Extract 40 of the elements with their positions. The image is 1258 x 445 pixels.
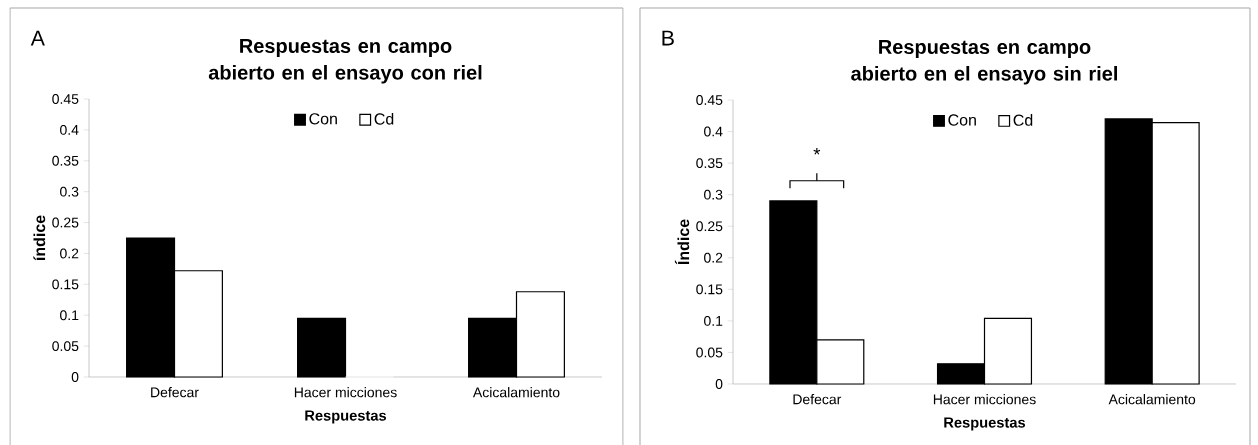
y-tick-label: 0.3 [60,186,79,197]
y-tick-label: 0 [71,372,79,382]
legend-label: Con [948,114,976,126]
y-tick-label: 0.2 [60,248,79,259]
y-tick-label: 0.35 [696,158,723,169]
y-tick-label: 0.05 [52,341,79,352]
y-axis-title: índice [33,215,46,261]
y-tick-label: 0.35 [52,155,79,166]
y-tick-label: 0.15 [696,284,723,295]
y-tick-label: 0.45 [696,95,723,105]
x-tick-label: Hacer micciones [294,387,397,398]
y-tick-label: 0.25 [52,217,79,228]
legend-label: Cd [1013,114,1033,126]
x-axis-title: Respuestas [944,417,1026,431]
annotation: * [813,148,821,155]
chart-title: Respuestas en campo abierto en el ensayo con riel [208,39,482,84]
y-tick-label: 0.3 [704,189,723,200]
bar [297,317,347,378]
x-axis-title: Respuestas [305,410,387,424]
x-tick-label: Acicalamiento [472,387,560,398]
y-axis-title: Índice [674,219,690,265]
legend-label: Con [309,113,337,125]
y-tick-label: 0.1 [704,315,723,326]
y-tick-label: 0.25 [696,221,723,232]
y-tick-label: 0.45 [52,94,79,104]
y-tick-label: 0.4 [60,124,79,135]
y-tick-label: 0 [715,379,723,389]
y-tick-label: 0.05 [696,347,723,358]
y-tick-label: 0.15 [52,279,79,290]
y-tick-label: 0.2 [704,252,723,263]
x-tick-label: Defecar [793,394,842,405]
x-tick-label: Defecar [151,387,199,398]
y-tick-label: 0.1 [60,310,79,321]
x-tick-label: Acicalamiento [1108,394,1196,405]
text: A [30,30,45,46]
legend-label: Cd [374,112,394,125]
y-tick-label: 0.4 [704,126,723,137]
x-tick-label: Hacer micciones [933,394,1036,405]
text: B [662,30,674,46]
chart-title: Respuestas en campo abierto en el ensayo sin riel [851,40,1117,85]
